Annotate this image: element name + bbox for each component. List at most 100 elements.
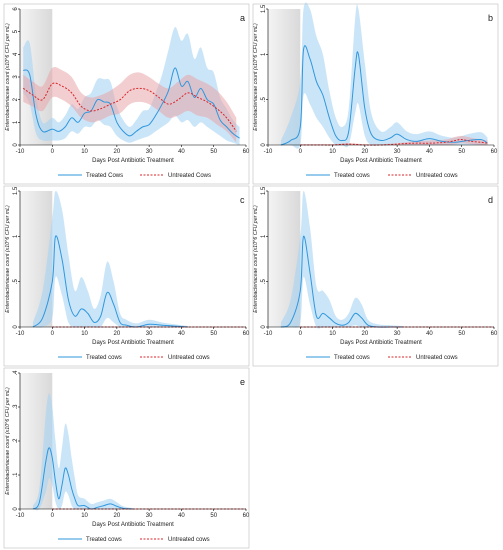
y-tick-label: .3: [13, 404, 19, 410]
x-axis-label: Days Post Antibiotic Treatment: [340, 340, 422, 346]
x-tick-label: 40: [178, 331, 185, 337]
series-line-treated: [32, 447, 134, 510]
x-tick-label: 10: [81, 513, 88, 519]
panel-letter: b: [488, 13, 493, 23]
x-tick-label: 50: [210, 513, 217, 519]
x-tick-label: 30: [394, 149, 401, 155]
y-tick-label: .5: [261, 279, 267, 285]
panel-a: -10 0 10 20 30 40 50 60 0 1 2 3 4 5 6 Days Post Antibio…: [3, 3, 250, 185]
y-axis-label: Enterobacteriaceae count (x10^6 CFU per …: [5, 23, 11, 131]
x-axis-label: Days Post Antibiotic Treatment: [92, 340, 174, 346]
y-axis-label: Enterobacteriaceae count (x10^6 CFU per …: [5, 205, 11, 313]
x-tick-label: 60: [243, 149, 250, 155]
y-tick-label: 0: [261, 325, 267, 329]
x-tick-label: 10: [81, 331, 88, 337]
legend-label-treated: Treated Cows: [86, 173, 123, 179]
y-tick-label: 6: [13, 7, 19, 11]
legend-label-treated: Treated cows: [86, 355, 122, 361]
panel-letter: c: [240, 195, 245, 205]
x-tick-label: 10: [329, 149, 336, 155]
panel-e: -10 0 10 20 30 40 50 60 0 .1 .2 .3 .4 Days Post Antib…: [3, 367, 250, 549]
legend-label-untreated: Untreated cows: [168, 355, 210, 361]
x-tick-label: 20: [114, 149, 121, 155]
panel-letter: e: [240, 377, 245, 387]
legend-label-untreated: Untreated Cows: [168, 173, 211, 179]
series-line-untreated: [22, 82, 237, 132]
x-tick-label: 40: [178, 513, 185, 519]
ci-band-treated: [23, 27, 240, 146]
legend-label-treated: Treated cows: [86, 537, 122, 543]
x-tick-label: 10: [81, 149, 88, 155]
legend-label-treated: Treated cows: [334, 355, 370, 361]
x-tick-label: 40: [426, 149, 433, 155]
x-tick-label: 30: [394, 331, 401, 337]
x-tick-label: 50: [210, 331, 217, 337]
x-tick-label: 30: [146, 331, 153, 337]
series-line-treated: [32, 235, 188, 328]
y-tick-label: .5: [13, 279, 19, 285]
x-tick-label: 60: [491, 149, 498, 155]
x-tick-label: 50: [458, 149, 465, 155]
y-tick-label: 0: [13, 143, 19, 147]
y-tick-label: .1: [13, 472, 19, 478]
y-axis-label: Enterobacteriaceae count (x10^6 CFU per …: [253, 205, 259, 313]
legend-label-untreated: Untreated cows: [168, 537, 210, 543]
panel-frame: [3, 185, 250, 367]
x-tick-label: 20: [114, 513, 121, 519]
x-axis-label: Days Post Antibiotic Treatment: [340, 158, 422, 164]
y-tick-label: 4: [13, 52, 19, 56]
panel-d: -10 0 10 20 30 40 50 60 0 .5 1 1.5 Days Post Antibio…: [252, 185, 499, 367]
y-tick-label: 2: [13, 97, 19, 101]
x-tick-label: 20: [114, 331, 121, 337]
x-tick-label: -10: [16, 331, 25, 337]
x-tick-label: 60: [491, 331, 498, 337]
x-tick-label: 40: [178, 149, 185, 155]
x-tick-label: -10: [16, 513, 25, 519]
y-tick-label: 0: [13, 507, 19, 511]
x-tick-label: 30: [146, 149, 153, 155]
x-tick-label: -10: [264, 331, 273, 337]
x-tick-label: 0: [51, 331, 55, 337]
x-tick-label: 60: [243, 331, 250, 337]
series-line-treated: [280, 235, 404, 328]
y-tick-label: .2: [13, 438, 19, 444]
x-tick-label: 0: [51, 149, 55, 155]
y-tick-label: .4: [13, 370, 19, 376]
x-tick-label: 40: [426, 331, 433, 337]
y-tick-label: 1: [13, 120, 19, 124]
x-axis-label: Days Post Antibiotic Treatment: [92, 522, 174, 528]
x-tick-label: 20: [362, 331, 369, 337]
y-tick-label: .5: [261, 97, 267, 103]
y-tick-label: 1: [261, 52, 267, 56]
y-tick-label: 1.5: [13, 186, 19, 195]
ci-band-treated: [32, 393, 133, 511]
y-axis-label: Enterobacteriaceae count (x10^6 CFU per …: [253, 23, 259, 131]
x-tick-label: 10: [329, 331, 336, 337]
legend-label-untreated: Untreated cows: [416, 355, 458, 361]
y-axis-label: Enterobacteriaceae count (x10^6 CFU per …: [5, 387, 11, 495]
y-tick-label: 1.5: [261, 186, 267, 195]
panel-frame: [3, 3, 250, 185]
y-tick-label: 1: [261, 234, 267, 238]
x-tick-label: 60: [243, 513, 250, 519]
y-tick-label: 3: [13, 75, 19, 79]
series-line-treated: [280, 45, 488, 146]
panel-letter: a: [240, 13, 245, 23]
x-tick-label: 0: [51, 513, 55, 519]
x-tick-label: -10: [16, 149, 25, 155]
panel-b: -10 0 10 20 30 40 50 60 0 .5 1 1.5 Days Post Antibio…: [252, 2, 499, 185]
y-tick-label: 0: [261, 143, 267, 147]
ci-band-treated: [280, 190, 404, 329]
x-tick-label: 50: [210, 149, 217, 155]
legend-label-untreated: Untreated cows: [416, 173, 458, 179]
y-tick-label: 5: [13, 29, 19, 33]
x-tick-label: 50: [458, 331, 465, 337]
y-tick-label: 1: [13, 234, 19, 238]
series-line-treated: [22, 67, 240, 139]
panel-c: -10 0 10 20 30 40 50 60 0 .5 1 1.5 Days Post Antibio…: [3, 185, 250, 367]
x-tick-label: 30: [146, 513, 153, 519]
panel-frame: [252, 185, 499, 367]
x-tick-label: -10: [264, 149, 273, 155]
panel-letter: d: [488, 195, 493, 205]
